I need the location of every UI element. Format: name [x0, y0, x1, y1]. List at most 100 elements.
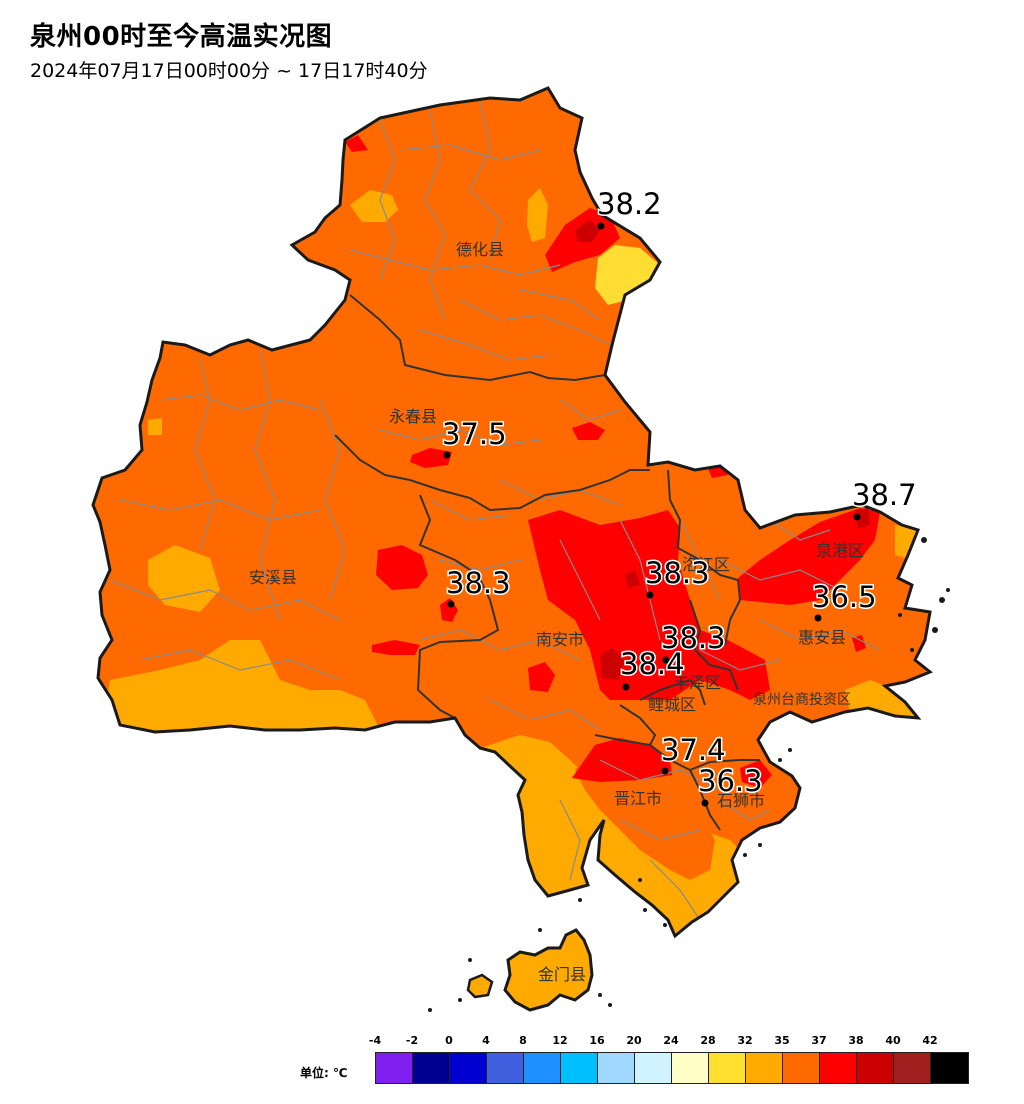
district-label: 鲤城区 — [648, 695, 696, 714]
station-value: 38.3 — [446, 566, 511, 600]
district-label: 泉港区 — [816, 541, 864, 560]
station-dots — [443, 222, 861, 807]
legend-tick-label: 0 — [445, 1034, 453, 1047]
station-value: 38.3 — [645, 556, 710, 590]
station-value: 38.3 — [661, 621, 726, 655]
zone-38-small-1 — [572, 422, 605, 440]
zone-35-north-2 — [527, 188, 548, 242]
legend-tick-label: 37 — [811, 1034, 827, 1047]
map-subtitle: 2024年07月17日00时00分 ~ 17日17时40分 — [30, 60, 428, 82]
zone-38-west-3 — [372, 640, 420, 655]
district-label: 洛江区 — [682, 555, 730, 574]
station-value: 36.5 — [812, 580, 877, 614]
temperature-map: 德化县 永春县 安溪县 南安市 洛江区 泉港区 惠安县 丰泽区 鲤城区 泉州台商… — [91, 86, 950, 1012]
legend-swatch — [894, 1053, 931, 1083]
station-dot — [447, 600, 455, 608]
zone-38-jinjiang — [572, 738, 672, 782]
legend-tick-label: 20 — [626, 1034, 642, 1047]
legend-tick-label: 42 — [922, 1034, 938, 1047]
zone-38-northwest-tip — [345, 135, 368, 152]
legend-tick-label: 8 — [519, 1034, 527, 1047]
district-label: 石狮市 — [717, 791, 765, 810]
offshore-islets — [428, 537, 950, 1012]
temperature-zones — [100, 135, 920, 936]
station-dot — [622, 683, 630, 691]
station-dot — [646, 591, 654, 599]
legend-swatch — [709, 1053, 746, 1083]
district-label: 安溪县 — [249, 568, 297, 587]
zone-38-shishi — [740, 760, 772, 788]
legend-swatch — [820, 1053, 857, 1083]
legend-swatch — [746, 1053, 783, 1083]
district-label: 金门县 — [538, 965, 586, 984]
zone-40-center-2 — [625, 570, 640, 588]
legend-tick-label: 4 — [482, 1034, 490, 1047]
district-label: 丰泽区 — [673, 673, 721, 692]
zone-35-north-1 — [350, 190, 398, 222]
district-label: 泉州台商投资区 — [753, 691, 851, 708]
zone-38-nanan — [528, 662, 555, 692]
color-legend: 单位: ℃ -4 -2 0 4 8 12 16 20 24 28 32 35 37 38 40 42 — [300, 1030, 1000, 1100]
legend-swatch — [487, 1053, 524, 1083]
legend-swatch — [450, 1053, 487, 1083]
legend-unit: 单位: ℃ — [300, 1066, 348, 1080]
station-dot — [853, 513, 861, 521]
kinmen-small-island — [466, 973, 494, 999]
district-label: 德化县 — [456, 240, 504, 259]
zone-35-small-1 — [148, 418, 162, 435]
district-labels: 德化县 永春县 安溪县 南安市 洛江区 泉港区 惠安县 丰泽区 鲤城区 泉州台商… — [249, 240, 864, 984]
legend-swatch — [635, 1053, 672, 1083]
station-value: 36.3 — [698, 764, 763, 798]
station-value: 37.5 — [442, 417, 507, 451]
kinmen-island — [503, 928, 594, 1012]
zone-38-east — [738, 508, 880, 605]
legend-swatch — [524, 1053, 561, 1083]
legend-tick-label: 38 — [848, 1034, 864, 1047]
station-value: 38.4 — [620, 647, 685, 681]
legend-tick-label: 35 — [774, 1034, 790, 1047]
legend-swatch — [931, 1053, 968, 1083]
legend-tick-label: 32 — [737, 1034, 753, 1047]
district-label: 惠安县 — [798, 628, 846, 647]
station-dot — [661, 767, 669, 775]
zone-40-east — [855, 508, 870, 528]
legend-swatch — [413, 1053, 450, 1083]
county-boundaries — [334, 294, 760, 831]
legend-swatch — [672, 1053, 709, 1083]
zone-38-huian — [852, 635, 866, 652]
station-dot — [701, 799, 709, 807]
station-values: 38.2 37.5 38.7 38.3 38.3 36.5 38.3 38.4 … — [441, 186, 919, 800]
zone-38-yongchun — [410, 448, 452, 468]
zone-40-north-east — [575, 220, 600, 242]
station-dot — [597, 222, 605, 230]
zone-32-north-east — [595, 245, 660, 305]
zone-35-southwest-2 — [100, 640, 380, 740]
station-value: 38.2 — [597, 187, 662, 221]
district-label: 南安市 — [536, 630, 584, 649]
legend-tick-label: -4 — [368, 1034, 382, 1047]
station-value: 38.7 — [852, 478, 917, 512]
station-value: 37.4 — [661, 733, 726, 767]
district-label: 晋江市 — [614, 789, 662, 808]
legend-swatch — [376, 1053, 413, 1083]
legend-ticks: -4 -2 0 4 8 12 16 20 24 28 32 35 37 38 40 42 — [360, 1034, 1000, 1050]
station-dot — [814, 614, 822, 622]
land-base — [93, 88, 930, 936]
legend-swatch — [561, 1053, 598, 1083]
station-dot — [662, 656, 670, 664]
legend-tick-label: 16 — [589, 1034, 605, 1047]
legend-tick-label: 24 — [663, 1034, 679, 1047]
district-label: 永春县 — [389, 407, 437, 426]
legend-tick-label: -2 — [405, 1034, 419, 1047]
legend-swatch — [598, 1053, 635, 1083]
zone-38-west — [376, 545, 428, 590]
map-title: 泉州00时至今高温实况图 — [30, 22, 333, 52]
legend-tick-label: 40 — [885, 1034, 901, 1047]
legend-swatches — [375, 1052, 969, 1084]
legend-tick-label: 12 — [552, 1034, 568, 1047]
station-dot — [443, 451, 451, 459]
legend-swatch — [857, 1053, 894, 1083]
zone-40-center — [600, 648, 625, 680]
zone-35-southwest-1 — [148, 545, 220, 612]
legend-swatch — [783, 1053, 820, 1083]
